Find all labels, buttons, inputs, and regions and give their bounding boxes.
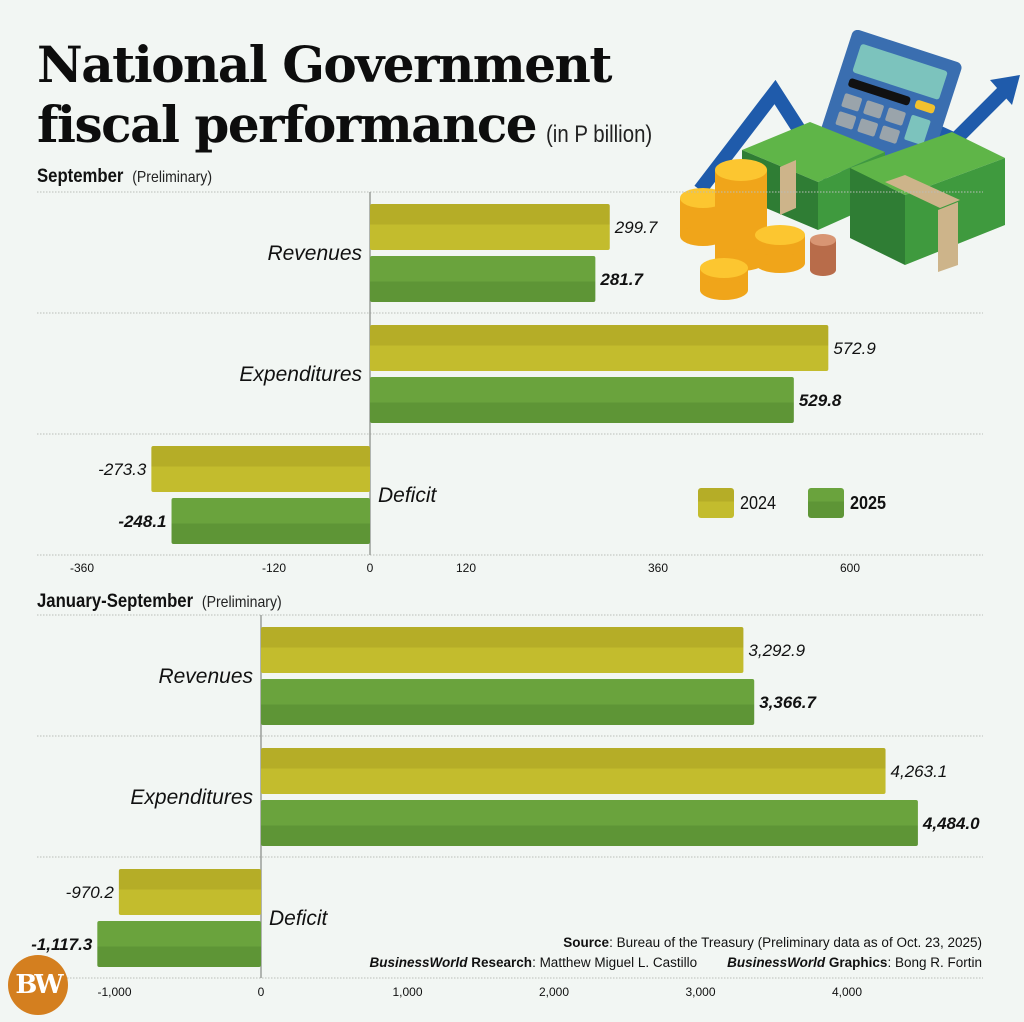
bar-revenues-2024 [261, 627, 744, 673]
x-tick-label: 0 [258, 985, 265, 999]
bar-expenditures-2025 [261, 800, 918, 846]
bar-deficit-2025 [171, 498, 370, 544]
bar-revenues-2025 [261, 679, 755, 725]
graphics-name: : Bong R. Fortin [887, 955, 982, 970]
x-tick-label: 0 [367, 561, 374, 575]
x-tick-label: 1,000 [392, 985, 422, 999]
legend-swatch-2024 [698, 488, 734, 518]
section-jansep-subtitle: (Preliminary) [201, 594, 282, 611]
x-tick-label: 360 [648, 561, 668, 575]
cash-stack-icon [742, 122, 1005, 272]
legend-swatch-2025 [808, 488, 845, 518]
bar-expenditures-2024 [370, 325, 829, 371]
legend-label-2025: 2025 [850, 492, 887, 513]
value-label-expenditures-2025: 4,484.0 [922, 814, 980, 833]
bar-revenues-2024 [370, 204, 610, 250]
money-illustration [680, 30, 1020, 300]
value-label-expenditures-2024: 572.9 [833, 339, 876, 358]
category-label-expenditures: Expenditures [239, 363, 362, 386]
gold-coins-icon [680, 159, 805, 300]
category-label-expenditures: Expenditures [130, 786, 253, 809]
graphics-label: Graphics [825, 955, 888, 970]
businessworld-logo: BW [8, 955, 68, 1015]
x-tick-label: 3,000 [685, 985, 715, 999]
value-label-revenues-2025: 3,366.7 [759, 693, 817, 712]
section-jansep-heading: January-September (Preliminary) [37, 591, 282, 613]
value-label-revenues-2024: 3,292.9 [748, 641, 805, 660]
value-label-deficit-2025: -248.1 [118, 512, 166, 531]
category-label-revenues: Revenues [267, 242, 362, 265]
research-name: : Matthew Miguel L. Castillo [532, 955, 698, 970]
byline: BusinessWorld Research: Matthew Miguel L… [369, 953, 982, 973]
x-tick-label: 2,000 [539, 985, 569, 999]
x-tick-label: -360 [70, 561, 94, 575]
bar-deficit-2025 [97, 921, 261, 967]
page-title-line1: National Government [37, 35, 612, 94]
bar-expenditures-2024 [261, 748, 886, 794]
bar-expenditures-2025 [370, 377, 794, 423]
value-label-expenditures-2024: 4,263.1 [891, 762, 948, 781]
x-tick-label: -120 [262, 561, 286, 575]
page-title-line2-text: fiscal performance [37, 95, 538, 154]
category-label-deficit: Deficit [269, 907, 329, 930]
source-label: Source [563, 935, 610, 950]
credits: Source: Bureau of the Treasury (Prelimin… [369, 933, 982, 973]
copper-coins-icon [810, 234, 836, 276]
value-label-expenditures-2025: 529.8 [799, 391, 842, 410]
x-tick-label: 120 [456, 561, 476, 575]
category-label-revenues: Revenues [158, 665, 253, 688]
category-label-deficit: Deficit [378, 484, 438, 507]
legend-label-2024: 2024 [740, 492, 777, 513]
source-line: Source: Bureau of the Treasury (Prelimin… [369, 933, 982, 953]
section-september-subtitle: (Preliminary) [132, 169, 213, 186]
section-september-heading: September (Preliminary) [37, 166, 212, 188]
research-label: Research [467, 955, 533, 970]
bar-deficit-2024 [118, 869, 262, 915]
x-tick-label: 600 [840, 561, 860, 575]
jan-sep-chart: 3,292.9 3,366.7 Revenues 4,263.1 4,484.0 Expe… [31, 614, 983, 999]
unit-label: (in P billion) [546, 121, 653, 148]
value-label-deficit-2024: -970.2 [66, 883, 115, 902]
september-chart: 299.7 281.7 Revenues 572.9 529.8 Expenditures… [37, 191, 983, 575]
section-jansep-title: January-September [37, 591, 194, 612]
research-brand: BusinessWorld [369, 955, 468, 970]
value-label-deficit-2025: -1,117.3 [31, 935, 93, 954]
legend: 2024 2025 [698, 488, 918, 518]
page-title-line2: fiscal performance (in P billion) [37, 100, 671, 150]
graphics-brand: BusinessWorld [727, 955, 826, 970]
x-tick-label: 4,000 [832, 985, 862, 999]
x-tick-label: -1,000 [97, 985, 131, 999]
bar-revenues-2025 [370, 256, 596, 302]
value-label-revenues-2024: 299.7 [614, 218, 658, 237]
value-label-deficit-2024: -273.3 [98, 460, 147, 479]
source-text: : Bureau of the Treasury (Preliminary da… [609, 935, 982, 950]
bar-deficit-2024 [151, 446, 370, 492]
value-label-revenues-2025: 281.7 [599, 270, 644, 289]
section-september-title: September [37, 166, 124, 187]
